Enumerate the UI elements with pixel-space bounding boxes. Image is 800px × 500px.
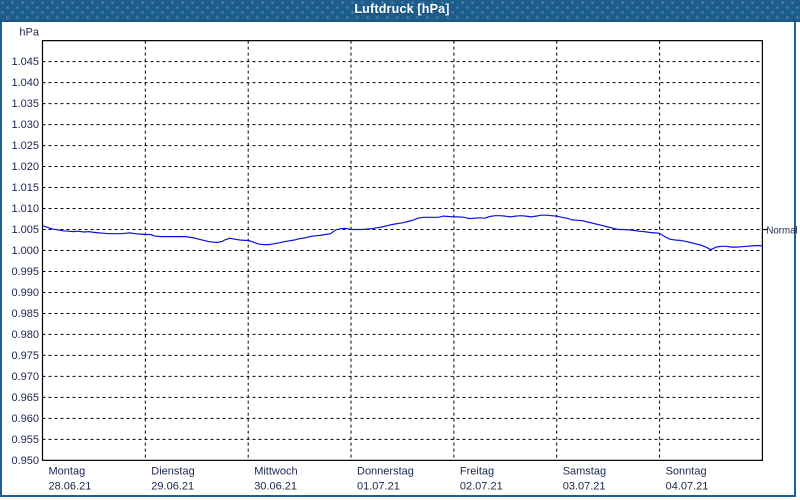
- svg-text:0.955: 0.955: [11, 434, 39, 446]
- svg-text:0.965: 0.965: [11, 392, 39, 404]
- svg-text:1.015: 1.015: [11, 182, 39, 194]
- svg-text:1.000: 1.000: [11, 245, 39, 257]
- svg-text:1.030: 1.030: [11, 119, 39, 131]
- svg-text:1.025: 1.025: [11, 140, 39, 152]
- svg-text:Freitag: Freitag: [460, 465, 494, 477]
- svg-text:30.06.21: 30.06.21: [254, 480, 297, 492]
- svg-text:0.980: 0.980: [11, 329, 39, 341]
- svg-text:1.035: 1.035: [11, 98, 39, 110]
- svg-text:01.07.21: 01.07.21: [357, 480, 400, 492]
- svg-text:28.06.21: 28.06.21: [49, 480, 92, 492]
- svg-text:0.960: 0.960: [11, 413, 39, 425]
- svg-text:0.995: 0.995: [11, 266, 39, 278]
- svg-text:Donnerstag: Donnerstag: [357, 465, 414, 477]
- svg-text:Sonntag: Sonntag: [666, 465, 707, 477]
- svg-text:0.985: 0.985: [11, 308, 39, 320]
- svg-text:Samstag: Samstag: [563, 465, 606, 477]
- svg-text:0.975: 0.975: [11, 350, 39, 362]
- svg-text:02.07.21: 02.07.21: [460, 480, 503, 492]
- svg-text:1.005: 1.005: [11, 224, 39, 236]
- svg-text:1.010: 1.010: [11, 203, 39, 215]
- svg-text:Montag: Montag: [49, 465, 86, 477]
- svg-text:04.07.21: 04.07.21: [666, 480, 709, 492]
- svg-text:0.950: 0.950: [11, 455, 39, 467]
- svg-text:29.06.21: 29.06.21: [151, 480, 194, 492]
- svg-text:03.07.21: 03.07.21: [563, 480, 606, 492]
- svg-text:0.990: 0.990: [11, 287, 39, 299]
- svg-text:Mittwoch: Mittwoch: [254, 465, 297, 477]
- svg-text:1.040: 1.040: [11, 77, 39, 89]
- svg-text:1.020: 1.020: [11, 161, 39, 173]
- svg-text:1.045: 1.045: [11, 56, 39, 68]
- svg-text:Dienstag: Dienstag: [151, 465, 194, 477]
- svg-text:0.970: 0.970: [11, 371, 39, 383]
- svg-text:hPa: hPa: [19, 27, 39, 39]
- svg-text:Normal: Normal: [766, 225, 797, 236]
